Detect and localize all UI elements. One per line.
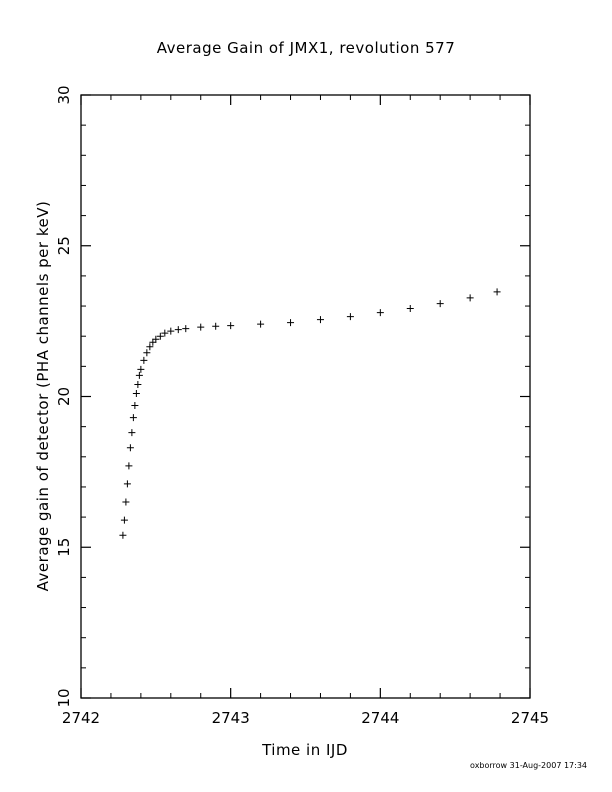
data-point (119, 531, 127, 539)
x-tick-label: 2744 (361, 709, 399, 727)
data-point (129, 414, 137, 422)
data-point (152, 335, 160, 343)
data-point (227, 322, 235, 330)
data-point (135, 371, 143, 379)
data-point (122, 498, 130, 506)
y-tick-label: 30 (55, 85, 73, 104)
data-point (174, 326, 182, 334)
y-tick-label: 15 (55, 538, 73, 557)
y-tick-label: 10 (55, 688, 73, 707)
y-tick-label: 25 (55, 236, 73, 255)
data-point (406, 304, 414, 312)
data-point (128, 429, 136, 437)
data-point (125, 462, 133, 470)
data-point (167, 327, 175, 335)
data-point (149, 338, 157, 346)
minor-ticks (81, 95, 530, 698)
data-point (140, 356, 148, 364)
data-point (316, 316, 324, 324)
data-point (131, 402, 139, 410)
footer-timestamp: oxborrow 31-Aug-2007 17:34 (470, 761, 587, 770)
data-point (134, 380, 142, 388)
y-tick-label: 20 (55, 387, 73, 406)
x-axis-label: Time in IJD (261, 741, 348, 759)
data-point (376, 309, 384, 317)
data-point (182, 325, 190, 333)
data-point (123, 480, 131, 488)
data-series (119, 288, 501, 539)
data-point (146, 343, 154, 351)
major-ticks (80, 94, 531, 699)
x-tick-label: 2742 (62, 709, 100, 727)
x-tick-label: 2743 (212, 709, 250, 727)
plot-frame (80, 94, 531, 699)
chart-title: Average Gain of JMX1, revolution 577 (157, 39, 456, 57)
y-tick-labels: 10 15 20 25 30 (55, 85, 73, 707)
data-point (126, 444, 134, 452)
data-point (493, 288, 501, 296)
data-point (212, 322, 220, 330)
data-point (132, 389, 140, 397)
data-point (120, 516, 128, 524)
data-point (143, 349, 151, 357)
data-point (436, 300, 444, 308)
data-point (466, 294, 474, 302)
data-point (287, 319, 295, 327)
y-axis-label: Average gain of detector (PHA channels p… (34, 201, 52, 592)
data-point (161, 329, 169, 337)
x-tick-label: 2745 (511, 709, 549, 727)
data-point (257, 320, 265, 328)
data-point (137, 365, 145, 373)
data-point (156, 332, 164, 340)
data-point (346, 313, 354, 321)
data-point (197, 323, 205, 331)
x-tick-labels: 2742 2743 2744 2745 (62, 709, 549, 727)
